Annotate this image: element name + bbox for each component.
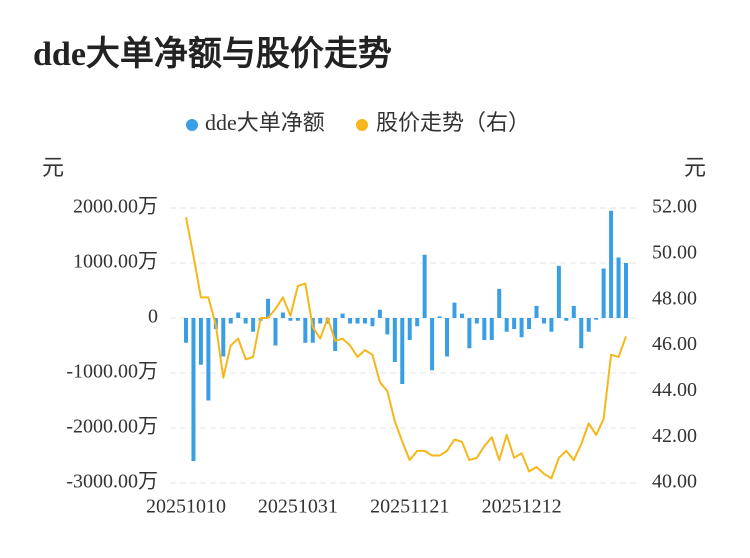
bar xyxy=(251,318,256,332)
bar xyxy=(422,254,427,318)
bar xyxy=(385,318,390,335)
chart-title: dde大单净额与股价走势 xyxy=(33,35,392,73)
bar xyxy=(437,316,442,318)
bar xyxy=(459,313,464,318)
bar xyxy=(228,318,233,324)
y2-axis-label: 元 xyxy=(684,155,706,180)
bar xyxy=(541,318,546,324)
bar xyxy=(392,318,397,362)
bar xyxy=(415,318,420,327)
price-line xyxy=(185,217,627,480)
bar xyxy=(609,210,614,318)
bar xyxy=(556,265,561,318)
bar xyxy=(527,318,532,329)
bar xyxy=(407,318,412,340)
bar xyxy=(295,318,300,321)
bar xyxy=(303,318,308,343)
y-tick-label: 1000.00万 xyxy=(73,251,158,273)
bar xyxy=(243,318,248,324)
bar xyxy=(512,318,517,329)
bar xyxy=(333,318,338,351)
bar xyxy=(497,288,502,318)
bar xyxy=(266,298,271,318)
y2-tick-label: 50.00 xyxy=(652,241,697,263)
bar xyxy=(564,318,569,321)
y-tick-label: -2000.00万 xyxy=(66,416,158,438)
y2-tick-label: 44.00 xyxy=(652,379,697,401)
bar xyxy=(467,318,472,349)
legend-label: 股价走势（右） xyxy=(376,110,530,135)
legend-marker xyxy=(186,119,198,131)
y-tick-label: 2000.00万 xyxy=(73,196,158,218)
bar xyxy=(400,318,405,384)
bar xyxy=(616,257,621,318)
legend-marker xyxy=(356,119,368,131)
y2-tick-label: 52.00 xyxy=(652,196,697,218)
bar xyxy=(571,305,576,318)
bar xyxy=(221,318,226,357)
bar xyxy=(191,318,196,461)
x-tick-label: 20251010 xyxy=(146,496,226,518)
bar xyxy=(586,318,591,332)
y-axis-label: 元 xyxy=(42,155,64,180)
y-tick-label: -3000.00万 xyxy=(66,471,158,493)
bar xyxy=(340,313,345,318)
x-tick-label: 20251121 xyxy=(370,496,449,518)
x-tick-label: 20251212 xyxy=(482,496,562,518)
bar xyxy=(601,268,606,318)
y2-tick-label: 40.00 xyxy=(652,471,697,493)
bar xyxy=(310,318,315,343)
bar xyxy=(184,318,188,343)
bar xyxy=(206,318,211,401)
y2-tick-label: 42.00 xyxy=(652,425,697,447)
bar xyxy=(430,318,435,371)
y2-tick-label: 48.00 xyxy=(652,287,697,309)
bar xyxy=(236,312,241,318)
bar xyxy=(504,318,509,332)
bar xyxy=(198,318,203,365)
y-tick-label: 0 xyxy=(148,306,158,328)
bar xyxy=(579,318,584,349)
bar xyxy=(355,318,360,324)
bar xyxy=(273,318,278,346)
bar xyxy=(370,318,375,327)
bar xyxy=(624,263,628,318)
x-tick-label: 20251031 xyxy=(258,496,338,518)
bar xyxy=(534,305,539,318)
bar xyxy=(377,309,382,318)
bar xyxy=(594,318,599,320)
bar xyxy=(482,318,487,340)
bar xyxy=(362,318,367,324)
legend-label: dde大单净额 xyxy=(205,110,325,135)
bar xyxy=(549,318,554,332)
bar xyxy=(519,318,524,338)
bar xyxy=(280,312,285,318)
bar xyxy=(452,302,457,318)
bar xyxy=(288,318,293,321)
bar xyxy=(348,318,353,324)
y-tick-label: -1000.00万 xyxy=(66,361,158,383)
bar xyxy=(474,318,479,324)
bar xyxy=(445,318,450,357)
bar xyxy=(489,318,494,340)
bar xyxy=(318,318,323,324)
y2-tick-label: 46.00 xyxy=(652,333,697,355)
